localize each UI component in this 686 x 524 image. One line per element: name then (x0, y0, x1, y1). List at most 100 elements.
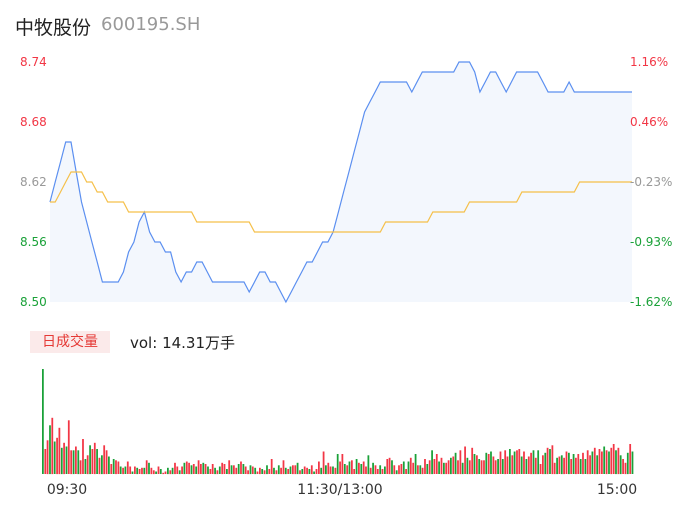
volume-bar (280, 467, 282, 475)
volume-bar (400, 464, 403, 474)
volume-bar (322, 451, 325, 474)
volume-bar (308, 469, 311, 474)
volume-bar (131, 471, 134, 474)
volume-bar (181, 466, 183, 474)
volume-bar (67, 420, 70, 474)
volume-bar (176, 466, 179, 474)
volume-bar (443, 462, 445, 475)
volume-bar (251, 466, 254, 474)
volume-bar (379, 465, 382, 475)
volume-bar (520, 456, 523, 474)
volume-badge[interactable]: 日成交量 (30, 331, 110, 353)
volume-bar (259, 467, 261, 475)
volume-bar (296, 462, 299, 475)
volume-bar (301, 469, 304, 474)
volume-bar (376, 469, 379, 474)
volume-bar (476, 455, 478, 475)
volume-bar (577, 454, 580, 474)
volume-bar (51, 417, 54, 475)
volume-bar (93, 442, 96, 475)
volume-bar (605, 450, 608, 475)
volume-bar (492, 456, 495, 474)
volume-bar (270, 459, 273, 474)
y-tick-right: -1.62% (630, 295, 672, 309)
volume-bar (461, 462, 464, 475)
volume-bar (351, 460, 353, 475)
volume-bar (417, 465, 419, 475)
volume-bar (209, 469, 212, 474)
volume-bar (289, 466, 292, 474)
volume-bar (509, 449, 511, 474)
volume-bar (268, 469, 271, 474)
y-tick-left: 8.50 (20, 295, 47, 309)
volume-bar (478, 459, 481, 474)
volume-bar (473, 454, 476, 474)
volume-bar (164, 471, 167, 474)
volume-bar (353, 469, 356, 474)
volume-bar (426, 464, 429, 474)
volume-bar (325, 465, 327, 475)
volume-bar (174, 462, 176, 475)
volume-bar (551, 445, 554, 475)
volume-bar (75, 446, 77, 474)
volume-bar (287, 469, 290, 474)
volume-bar (117, 461, 120, 474)
volume-bar (339, 461, 341, 474)
volume-bar (299, 470, 301, 475)
volume-bar (624, 462, 627, 475)
stock-code: 600195.SH (101, 14, 201, 35)
volume-bar (242, 464, 245, 474)
volume-bar (159, 469, 162, 474)
volume-bar (565, 451, 568, 474)
volume-bar (263, 470, 266, 475)
volume-bar (485, 452, 488, 475)
volume-bar (586, 450, 589, 475)
volume-bar (348, 461, 351, 474)
volume-bar (336, 454, 339, 474)
volume-bar (91, 449, 94, 474)
volume-bar (405, 469, 407, 474)
volume-bar (77, 450, 80, 475)
volume-bar (367, 455, 370, 475)
volume-bar (53, 441, 56, 474)
volume-bar (72, 450, 75, 475)
volume-bar (273, 467, 275, 475)
volume-bar (591, 451, 594, 474)
volume-bar (480, 460, 483, 475)
volume-bar (579, 459, 582, 474)
volume-bar (421, 467, 424, 475)
x-tick: 15:00 (597, 482, 637, 498)
price-line (49, 61, 632, 304)
volume-bar (192, 464, 195, 474)
volume-bar (601, 451, 603, 474)
volume-bar (129, 466, 132, 474)
volume-bar (44, 449, 47, 474)
volume-bar (612, 444, 615, 474)
volume-bar (86, 455, 89, 475)
y-tick-left: 8.74 (20, 55, 47, 69)
volume-bar (136, 467, 139, 475)
volume-bar (42, 369, 44, 474)
volume-bar (523, 451, 525, 474)
volume-bar (518, 449, 521, 474)
volume-bar (454, 452, 457, 475)
volume-bar (63, 442, 65, 475)
volume-bar (145, 460, 148, 475)
volume-bar (266, 465, 268, 475)
volume-bar (124, 466, 127, 474)
volume-bar (487, 454, 490, 474)
x-tick: 09:30 (47, 482, 87, 498)
volume-bar (167, 467, 169, 475)
volume-bar (629, 444, 632, 474)
volume-bar (329, 466, 332, 474)
volume-bar (615, 450, 617, 475)
volume-bar (626, 452, 629, 475)
volume-bar (501, 459, 504, 474)
volume-bar (235, 467, 238, 475)
volume-bar (119, 466, 122, 474)
volume-bar (303, 466, 306, 474)
volume-bar (155, 471, 157, 474)
volume-bar (433, 459, 436, 474)
volume-bar (560, 455, 563, 475)
volume-bar (608, 451, 610, 474)
